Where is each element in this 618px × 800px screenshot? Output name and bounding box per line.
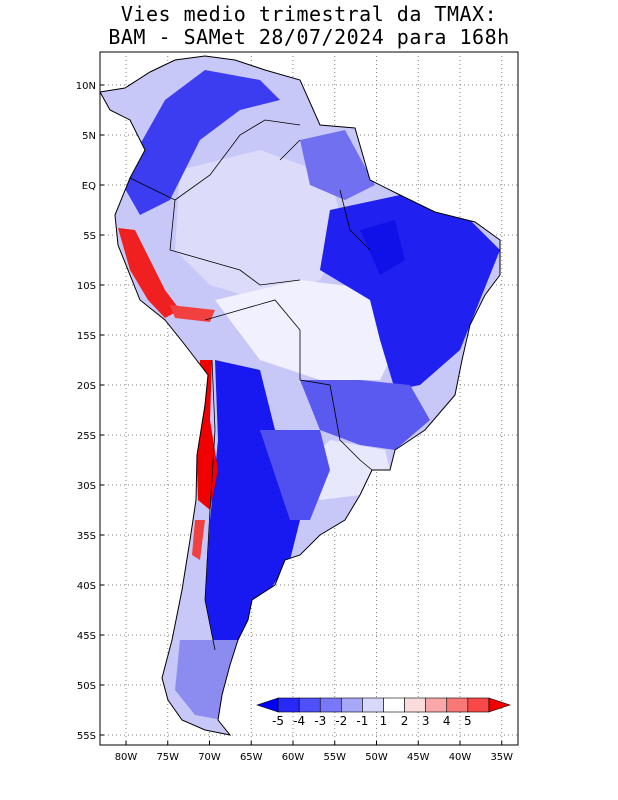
field-guianas-blue xyxy=(300,130,375,200)
colorbar-label: -2 xyxy=(335,714,347,728)
field-northern-andes-blue xyxy=(120,70,280,215)
lat-tick-label: 40S xyxy=(77,581,96,592)
colorbar-segment xyxy=(277,697,300,713)
lat-tick-label: 55S xyxy=(77,731,96,742)
colorbar-label: 4 xyxy=(443,714,451,728)
colorbar-segment xyxy=(341,697,363,713)
colorbar-segment xyxy=(488,697,511,713)
country-borders xyxy=(129,119,373,651)
field-pampas-blue xyxy=(260,430,330,520)
field-amazon-pale xyxy=(175,150,345,300)
lon-tick-label: 60W xyxy=(282,752,305,763)
border-paraguay xyxy=(299,379,341,441)
field-northeast-brazil-blue xyxy=(320,195,500,390)
colorbar-label: 3 xyxy=(422,714,430,728)
colorbar-segment xyxy=(383,697,405,713)
colorbar-segment xyxy=(362,697,384,713)
lon-tick-label: 45W xyxy=(407,752,430,763)
lon-tick-label: 65W xyxy=(240,752,263,763)
colorbar-segment xyxy=(298,697,321,713)
colorbar-label: -1 xyxy=(356,714,368,728)
lat-tick-label: 5N xyxy=(82,131,96,142)
border-guyana xyxy=(339,189,371,251)
colorbar-segment xyxy=(425,697,448,713)
lat-tick-label: 35S xyxy=(77,531,96,542)
lon-tick-label: 55W xyxy=(323,752,346,763)
lat-tick-label: 15S xyxy=(77,331,96,342)
latitude-ticks: 10N 5N EQ 5S 10S 15S 20S 25S 30S 35S 40S 45S 50S 55S xyxy=(76,81,104,742)
colorbar: -5 -4 -3 -2 -1 1 2 3 4 5 xyxy=(256,697,511,728)
lat-tick-label: EQ xyxy=(82,181,96,192)
lat-tick-label: 30S xyxy=(77,481,96,492)
colorbar-segment xyxy=(446,697,469,713)
lat-tick-label: 20S xyxy=(77,381,96,392)
border-peru-brazil xyxy=(129,177,301,286)
lon-tick-label: 70W xyxy=(198,752,221,763)
longitude-ticks: 80W 75W 70W 65W 60W 55W 50W 45W 40W 35W xyxy=(115,741,513,763)
lat-tick-label: 10S xyxy=(77,281,96,292)
map-title-line-2: BAM - SAMet 28/07/2024 para 168h xyxy=(108,25,510,49)
field-peru-coast-red xyxy=(118,228,180,318)
lon-tick-label: 50W xyxy=(365,752,388,763)
colorbar-label: 1 xyxy=(380,714,388,728)
border-uruguay xyxy=(339,439,373,471)
lon-tick-label: 40W xyxy=(449,752,472,763)
lat-tick-label: 45S xyxy=(77,631,96,642)
lat-tick-label: 5S xyxy=(83,231,96,242)
lon-tick-label: 80W xyxy=(115,752,138,763)
colorbar-segment xyxy=(319,697,342,713)
border-bolivia xyxy=(204,299,301,380)
colorbar-label: -4 xyxy=(293,714,305,728)
colorbar-label: -5 xyxy=(272,714,284,728)
lon-tick-label: 35W xyxy=(490,752,513,763)
lat-tick-label: 50S xyxy=(77,681,96,692)
colorbar-label: -3 xyxy=(314,714,326,728)
coastline xyxy=(99,55,501,736)
colorbar-label: 2 xyxy=(401,714,409,728)
lat-tick-label: 25S xyxy=(77,431,96,442)
field-peru-south-red xyxy=(170,305,215,322)
colorbar-segment xyxy=(404,697,426,713)
colorbar-segment xyxy=(467,697,490,713)
field-central-chile-red xyxy=(192,520,205,560)
lat-tick-label: 10N xyxy=(76,81,96,92)
colorbar-label: 5 xyxy=(464,714,472,728)
map-title-line-1: Vies medio trimestral da TMAX: xyxy=(120,2,498,26)
field-argentina-blue xyxy=(205,360,300,650)
border-chile-argentina xyxy=(204,359,216,651)
field-northeast-core xyxy=(360,220,405,275)
border-venezuela-south xyxy=(279,139,301,161)
border-colombia-venezuela xyxy=(174,119,301,201)
lon-tick-label: 75W xyxy=(156,752,179,763)
field-central-white xyxy=(215,280,400,380)
